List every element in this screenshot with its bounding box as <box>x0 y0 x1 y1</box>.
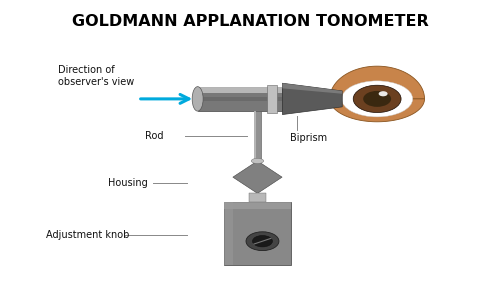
Polygon shape <box>282 83 342 94</box>
Polygon shape <box>330 99 424 122</box>
Polygon shape <box>254 111 256 159</box>
Ellipse shape <box>192 87 203 111</box>
Ellipse shape <box>342 81 412 117</box>
Circle shape <box>246 232 279 251</box>
Polygon shape <box>224 202 233 265</box>
Polygon shape <box>198 87 282 111</box>
Polygon shape <box>254 111 261 159</box>
Text: Direction of
observer's view: Direction of observer's view <box>58 65 134 87</box>
Polygon shape <box>330 66 424 99</box>
Polygon shape <box>224 202 291 265</box>
Text: Rod: Rod <box>146 131 164 141</box>
Circle shape <box>353 85 401 113</box>
Text: GOLDMANN APPLANATION TONOMETER: GOLDMANN APPLANATION TONOMETER <box>72 13 428 29</box>
Circle shape <box>252 235 272 247</box>
Polygon shape <box>233 161 282 193</box>
Text: Housing: Housing <box>108 178 148 188</box>
Polygon shape <box>198 87 282 93</box>
Polygon shape <box>282 83 342 114</box>
Circle shape <box>378 91 388 96</box>
Polygon shape <box>224 202 291 209</box>
Circle shape <box>363 91 391 107</box>
Polygon shape <box>249 193 266 202</box>
Text: Biprism: Biprism <box>290 133 327 143</box>
Polygon shape <box>198 97 282 101</box>
Ellipse shape <box>251 158 264 164</box>
Polygon shape <box>268 85 278 113</box>
Text: Adjustment knob: Adjustment knob <box>46 231 129 241</box>
